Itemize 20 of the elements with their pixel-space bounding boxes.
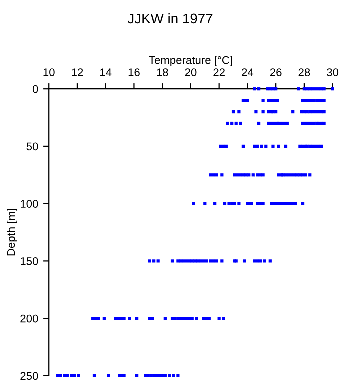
- x-tick-label: 14: [100, 68, 112, 76]
- y-axis-title: Depth [m]: [7, 209, 18, 256]
- x-tick-label: 22: [214, 68, 225, 76]
- x-tick-label: 28: [298, 68, 310, 76]
- x-tick-label: 30: [327, 68, 339, 76]
- y-tick-label: 250: [20, 372, 38, 380]
- y-tick-label: 50: [26, 142, 38, 151]
- x-tick-label: 12: [72, 68, 84, 76]
- x-tick-label: 16: [128, 68, 140, 76]
- chart-title: JJKW in 1977: [128, 13, 213, 24]
- x-tick-label: 20: [185, 68, 197, 76]
- y-tick-label: 100: [21, 200, 38, 208]
- x-axis-title: Temperature [°C]: [149, 56, 232, 66]
- x-tick-label: 26: [270, 68, 282, 76]
- x-tick-label: 10: [44, 68, 55, 76]
- y-tick-label: 150: [21, 257, 38, 266]
- y-tick-label: 200: [20, 314, 38, 323]
- x-tick-label: 18: [157, 68, 168, 76]
- y-tick-label: 0: [32, 85, 38, 94]
- x-tick-label: 24: [242, 68, 254, 76]
